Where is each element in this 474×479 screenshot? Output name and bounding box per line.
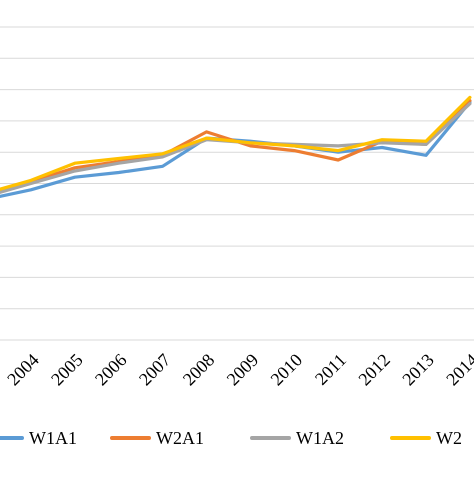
series-line-w2a1 [0, 98, 472, 193]
legend-label: W1A1 [29, 428, 77, 448]
x-tick-label: 2004 [3, 350, 43, 390]
x-tick-label: 2012 [354, 350, 394, 390]
series-line-w1a1 [0, 100, 472, 199]
x-tick-label: 2005 [47, 350, 87, 390]
legend-label: W2A1 [156, 428, 204, 448]
x-tick-label: 2014 [442, 350, 474, 390]
x-tick-label: 2006 [91, 350, 131, 390]
x-tick-label: 2011 [311, 350, 350, 389]
gridlines [0, 26, 474, 341]
x-tick-label: 2010 [267, 350, 307, 390]
series-line-w2 [0, 95, 472, 191]
x-tick-label: 2008 [179, 350, 219, 390]
x-tick-label: 2013 [398, 350, 438, 390]
x-tick-label: 2007 [135, 350, 175, 390]
legend-item: W2A1 [110, 428, 204, 448]
legend-label: W2 [436, 428, 462, 448]
legend-item: W1A1 [0, 428, 77, 448]
legend-item: W1A2 [250, 428, 344, 448]
x-axis-tick-labels: 2003200420052006200720082009201020112012… [3, 350, 474, 390]
legend-label: W1A2 [296, 428, 344, 448]
series-lines [0, 95, 472, 199]
legend: W1A1 W2A1 W1A2 W2 [0, 428, 462, 448]
x-tick-label: 2009 [223, 350, 263, 390]
legend-item: W2 [390, 428, 462, 448]
